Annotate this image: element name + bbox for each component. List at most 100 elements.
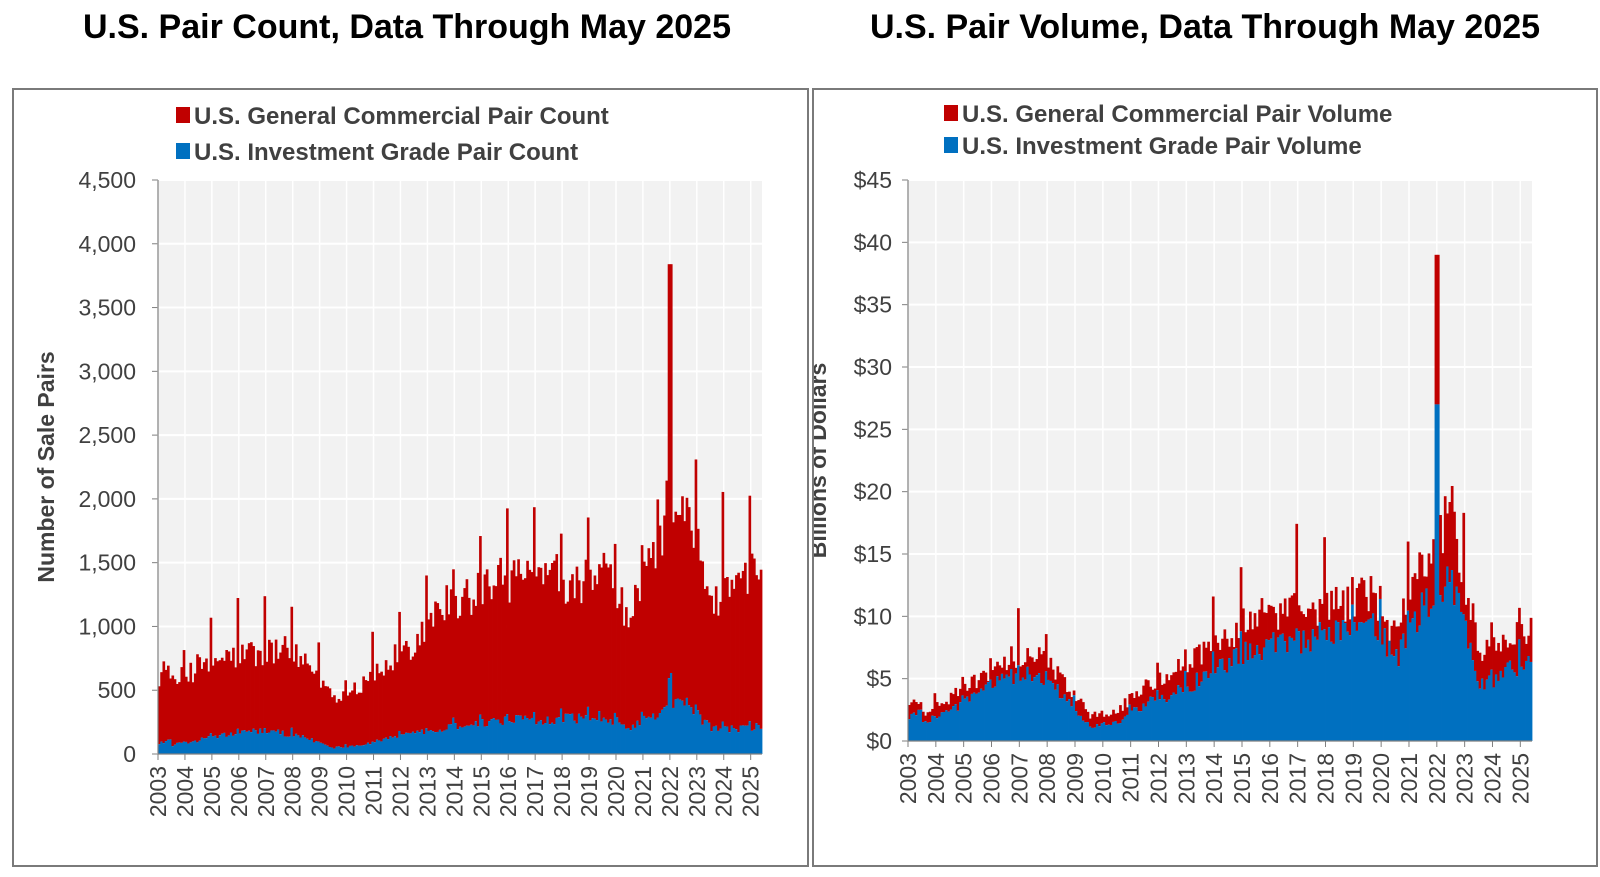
bar-investment-grade	[250, 732, 253, 754]
bar-investment-grade	[431, 731, 435, 754]
bar-general-commercial	[553, 560, 556, 725]
bar-general-commercial	[447, 614, 451, 725]
bar-general-commercial	[1181, 666, 1185, 693]
bar-investment-grade	[317, 741, 321, 754]
bar-general-commercial	[1174, 671, 1178, 695]
bar-general-commercial	[503, 575, 507, 717]
bar-general-commercial	[674, 511, 678, 700]
bar-investment-grade	[467, 725, 471, 754]
bar-investment-grade	[285, 736, 289, 754]
bar-investment-grade	[947, 711, 951, 741]
bar-general-commercial	[636, 588, 639, 721]
bar-general-commercial	[649, 558, 653, 718]
bar-investment-grade	[692, 714, 696, 754]
bar-investment-grade	[456, 729, 460, 754]
bar-general-commercial	[1334, 586, 1338, 621]
bar-general-commercial	[1014, 667, 1018, 674]
x-tick-label: 2025	[1507, 753, 1533, 804]
bar-investment-grade	[568, 714, 572, 754]
bar-general-commercial	[409, 659, 413, 734]
bar-general-commercial	[173, 679, 177, 745]
bar-general-commercial	[1142, 685, 1146, 704]
bar-investment-grade	[1283, 641, 1287, 741]
bar-investment-grade	[1195, 672, 1199, 741]
bar-general-commercial	[160, 672, 163, 742]
x-tick-label: 2006	[978, 753, 1004, 804]
bar-investment-grade	[512, 722, 516, 754]
bar-investment-grade	[1023, 679, 1027, 741]
bar-investment-grade	[1427, 616, 1431, 741]
bar-investment-grade	[669, 672, 673, 754]
bar-investment-grade	[1390, 654, 1394, 741]
bar-general-commercial	[1265, 612, 1268, 640]
bar-investment-grade	[465, 725, 469, 754]
bar-investment-grade	[1202, 671, 1206, 741]
bar-general-commercial	[272, 663, 276, 731]
bar-investment-grade	[1072, 695, 1076, 741]
y-tick-label: 500	[98, 677, 136, 703]
bar-general-commercial	[1351, 577, 1354, 605]
bar-general-commercial	[198, 657, 202, 741]
x-tick-label: 2017	[522, 766, 548, 817]
bar-investment-grade	[998, 680, 1002, 741]
bar-investment-grade	[1416, 632, 1419, 741]
bar-investment-grade	[721, 721, 725, 754]
bar-general-commercial	[326, 686, 330, 746]
bar-investment-grade	[1170, 695, 1173, 741]
bar-investment-grade	[577, 713, 581, 754]
bar-investment-grade	[411, 731, 415, 754]
bar-general-commercial	[1056, 666, 1060, 685]
bar-investment-grade	[254, 730, 258, 754]
bar-general-commercial	[517, 559, 520, 716]
bar-general-commercial	[528, 569, 532, 720]
bar-general-commercial	[1367, 611, 1371, 620]
bar-investment-grade	[337, 746, 341, 754]
bar-investment-grade	[1077, 715, 1081, 741]
bar-general-commercial	[1218, 649, 1222, 660]
bar-investment-grade	[1040, 683, 1043, 741]
x-tick-label: 2011	[1118, 753, 1144, 802]
bar-investment-grade	[1460, 611, 1463, 741]
bar-general-commercial	[312, 673, 316, 743]
bar-investment-grade	[1413, 611, 1417, 741]
bar-general-commercial	[982, 670, 985, 691]
bar-investment-grade	[750, 730, 754, 754]
x-tick-label: 2024	[1479, 753, 1505, 804]
bar-general-commercial	[335, 702, 339, 747]
bar-investment-grade	[205, 738, 208, 754]
bar-investment-grade	[303, 737, 307, 754]
bar-general-commercial	[1364, 596, 1368, 622]
bar-general-commercial	[938, 705, 941, 717]
bar-investment-grade	[550, 722, 554, 754]
bar-investment-grade	[310, 738, 314, 754]
bar-general-commercial	[566, 601, 570, 714]
bar-investment-grade	[1068, 699, 1071, 741]
bar-investment-grade	[541, 724, 545, 754]
bar-general-commercial	[1137, 696, 1141, 712]
bar-investment-grade	[1214, 673, 1217, 741]
y-tick-label: 4,000	[78, 231, 136, 257]
bar-general-commercial	[265, 661, 269, 734]
bar-general-commercial	[1163, 683, 1166, 700]
bar-investment-grade	[521, 719, 525, 754]
bar-investment-grade	[723, 726, 727, 754]
bar-general-commercial	[1165, 674, 1169, 703]
bar-general-commercial	[1017, 608, 1020, 666]
bar-investment-grade	[234, 734, 237, 754]
bar-general-commercial	[166, 665, 170, 740]
bar-general-commercial	[1139, 694, 1143, 712]
bar-general-commercial	[1158, 672, 1162, 700]
bar-general-commercial	[180, 667, 184, 743]
bar-general-commercial	[728, 596, 731, 733]
bar-general-commercial	[425, 575, 428, 729]
bar-general-commercial	[396, 662, 399, 738]
bar-general-commercial	[1497, 642, 1500, 681]
x-tick-label: 2022	[657, 766, 683, 817]
bar-investment-grade	[427, 730, 431, 754]
legend-swatch	[944, 137, 958, 153]
bar-general-commercial	[216, 661, 220, 739]
bar-general-commercial	[984, 672, 988, 685]
bar-general-commercial	[1051, 669, 1055, 684]
bar-general-commercial	[1441, 553, 1445, 602]
bar-investment-grade	[494, 719, 498, 754]
